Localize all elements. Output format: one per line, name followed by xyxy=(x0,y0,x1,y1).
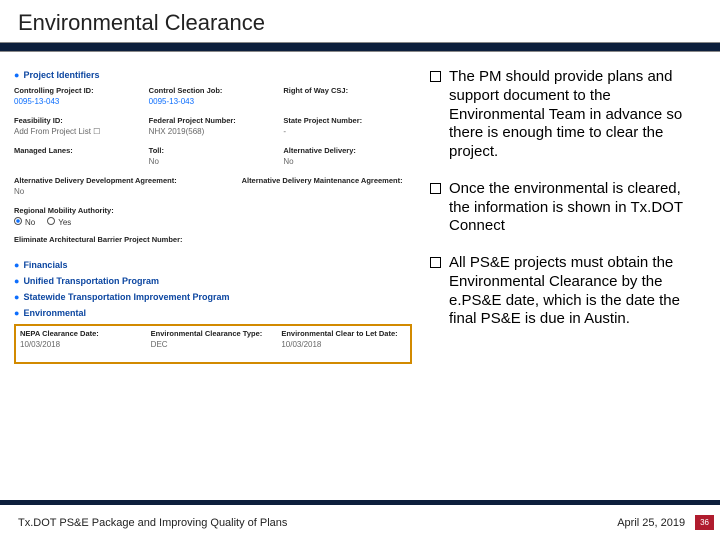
bullet-text: Once the environmental is cleared, the i… xyxy=(449,180,702,236)
field-value: DEC xyxy=(151,340,276,349)
form-row: Alternative Delivery Development Agreeme… xyxy=(14,176,412,202)
collapse-icon: ● xyxy=(14,308,19,318)
radio-group-rma: No Yes xyxy=(14,217,412,227)
bullet-square-icon xyxy=(430,257,441,268)
field-label: Alternative Delivery: xyxy=(283,146,412,155)
radio-no[interactable] xyxy=(14,217,22,225)
expand-icon: ● xyxy=(14,260,19,270)
section-utp[interactable]: ● Unified Transportation Program xyxy=(14,276,412,286)
field-value: - xyxy=(283,127,412,136)
form-row: NEPA Clearance Date: 10/03/2018 Environme… xyxy=(20,329,406,355)
bullet-text: All PS&E projects must obtain the Enviro… xyxy=(449,254,702,329)
section-label: Statewide Transportation Improvement Pro… xyxy=(23,292,229,302)
field-value: 0095-13-043 xyxy=(14,97,143,106)
radio-label: No xyxy=(25,218,35,227)
field-label: Feasibility ID: xyxy=(14,116,143,125)
field-value: 10/03/2018 xyxy=(20,340,145,349)
section-label: Environmental xyxy=(23,308,86,318)
bullets-panel: The PM should provide plans and support … xyxy=(426,60,712,492)
field-label: Control Section Job: xyxy=(149,86,278,95)
field-label: Alternative Delivery Development Agreeme… xyxy=(14,176,236,185)
footer-date: April 25, 2019 xyxy=(617,517,685,529)
radio-label: Yes xyxy=(58,218,71,227)
form-row: Managed Lanes: Toll: No Alternative Deliv… xyxy=(14,146,412,172)
section-environmental[interactable]: ● Environmental xyxy=(14,308,412,318)
form-screenshot: ● Project Identifiers Controlling Projec… xyxy=(8,60,418,492)
bullet-item: The PM should provide plans and support … xyxy=(430,68,702,162)
bullet-text: The PM should provide plans and support … xyxy=(449,68,702,162)
section-label: Unified Transportation Program xyxy=(23,276,159,286)
title-rule xyxy=(0,42,720,52)
field-label: Federal Project Number: xyxy=(149,116,278,125)
field-label: NEPA Clearance Date: xyxy=(20,329,145,338)
footer-left: Tx.DOT PS&E Package and Improving Qualit… xyxy=(18,517,287,529)
field-value: Add From Project List ☐ xyxy=(14,127,143,136)
field-label: Toll: xyxy=(149,146,278,155)
field-label: Regional Mobility Authority: xyxy=(14,206,412,215)
field-label: Environmental Clear to Let Date: xyxy=(281,329,406,338)
field-label: Managed Lanes: xyxy=(14,146,143,155)
field-value: No xyxy=(283,157,412,166)
field-value: No xyxy=(14,187,236,196)
page-number-badge: 36 xyxy=(695,515,714,530)
expand-icon: ● xyxy=(14,276,19,286)
section-stip[interactable]: ● Statewide Transportation Improvement Pr… xyxy=(14,292,412,302)
section-financials[interactable]: ● Financials xyxy=(14,260,412,270)
form-row: Feasibility ID: Add From Project List ☐ F… xyxy=(14,116,412,142)
bullet-item: Once the environmental is cleared, the i… xyxy=(430,180,702,236)
section-label: Project Identifiers xyxy=(23,70,99,80)
content-area: ● Project Identifiers Controlling Projec… xyxy=(0,52,720,500)
field-value: 10/03/2018 xyxy=(281,340,406,349)
section-project-identifiers: ● Project Identifiers xyxy=(14,70,412,80)
radio-yes[interactable] xyxy=(47,217,55,225)
bullet-item: All PS&E projects must obtain the Enviro… xyxy=(430,254,702,329)
collapse-icon: ● xyxy=(14,70,19,80)
section-label: Financials xyxy=(23,260,67,270)
field-value: 0095-13-043 xyxy=(149,97,278,106)
footer: Tx.DOT PS&E Package and Improving Qualit… xyxy=(0,505,720,540)
page-title: Environmental Clearance xyxy=(0,0,720,42)
field-label: Eliminate Architectural Barrier Project … xyxy=(14,235,412,244)
bullet-square-icon xyxy=(430,183,441,194)
bullet-square-icon xyxy=(430,71,441,82)
highlighted-environmental-row: NEPA Clearance Date: 10/03/2018 Environme… xyxy=(14,324,412,364)
field-label: Environmental Clearance Type: xyxy=(151,329,276,338)
field-label: Right of Way CSJ: xyxy=(283,86,412,95)
field-label: State Project Number: xyxy=(283,116,412,125)
expand-icon: ● xyxy=(14,292,19,302)
field-label: Alternative Delivery Maintenance Agreeme… xyxy=(242,176,412,185)
field-value: NHX 2019(568) xyxy=(149,127,278,136)
field-label: Controlling Project ID: xyxy=(14,86,143,95)
slide: Environmental Clearance ● Project Identi… xyxy=(0,0,720,540)
field-value: No xyxy=(149,157,278,166)
form-row: Controlling Project ID: 0095-13-043 Contr… xyxy=(14,86,412,112)
